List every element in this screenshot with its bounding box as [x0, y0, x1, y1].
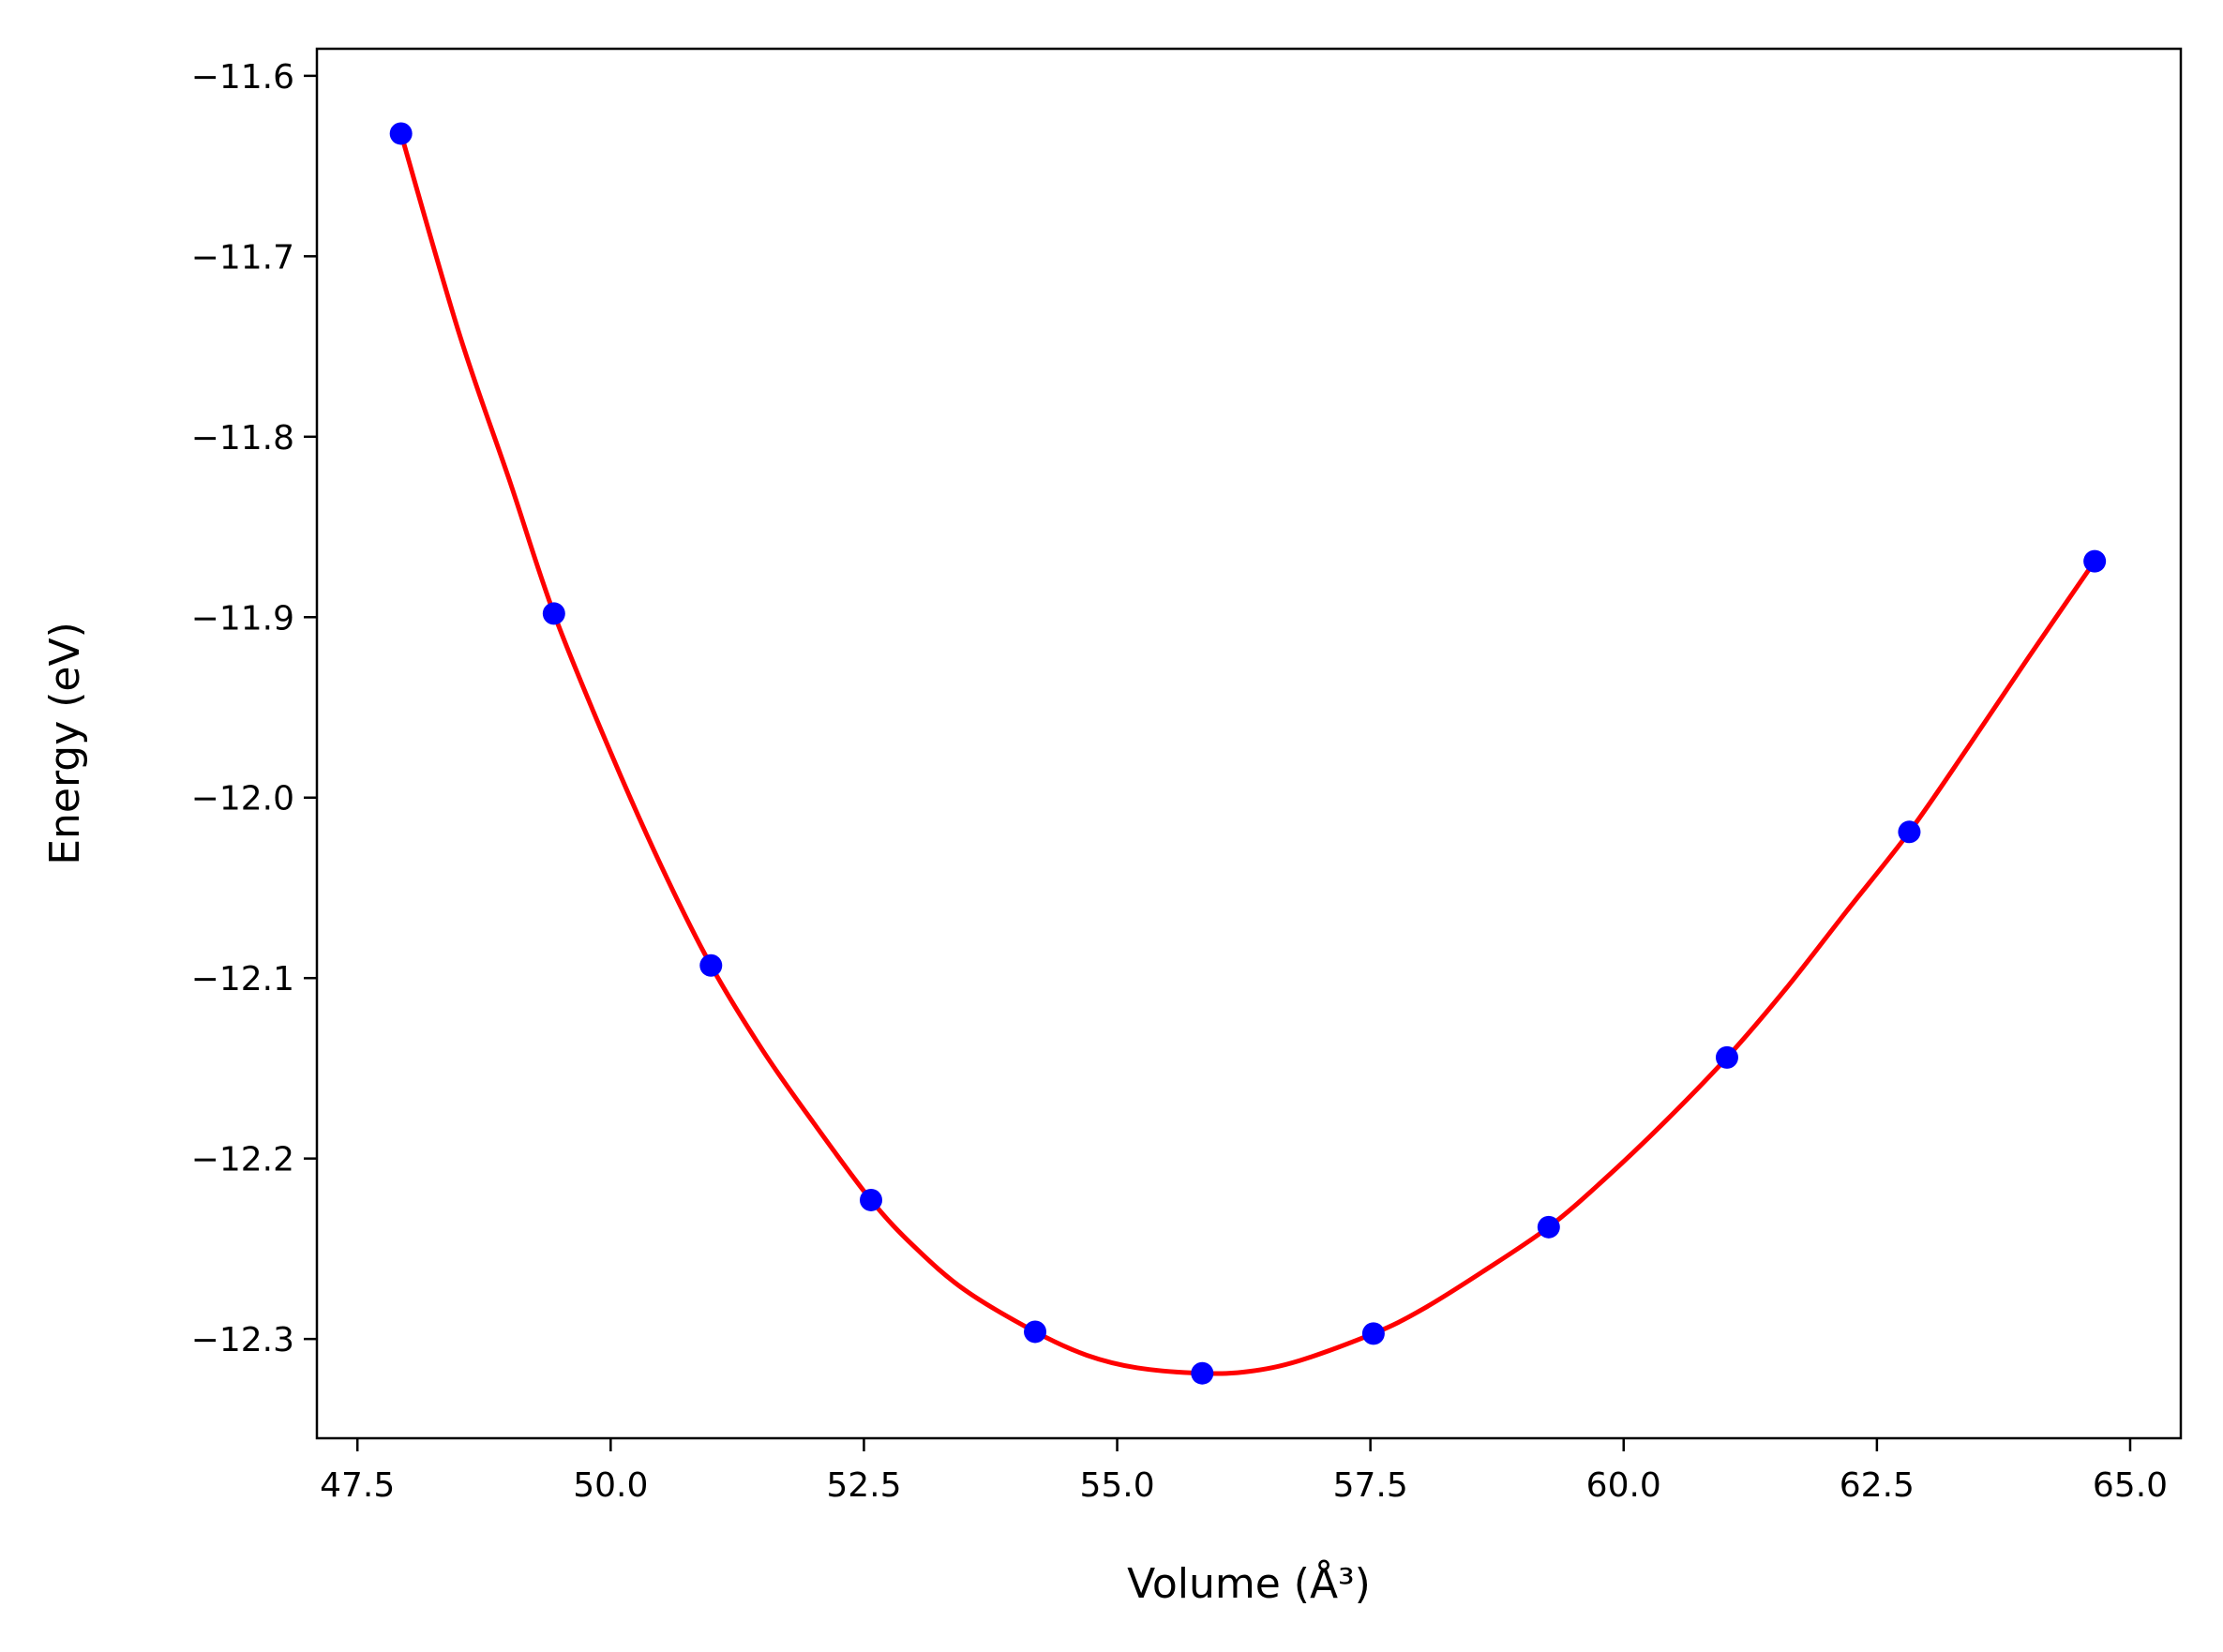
data-point	[1361, 1322, 1385, 1345]
y-tick-label: −12.0	[191, 780, 294, 818]
x-tick-label: 65.0	[2093, 1466, 2168, 1505]
x-tick-label: 47.5	[320, 1466, 395, 1505]
x-axis-title: Volume (Å³)	[1127, 1558, 1371, 1608]
data-point	[1191, 1361, 1214, 1385]
x-tick-label: 55.0	[1079, 1466, 1154, 1505]
data-point	[542, 602, 565, 625]
y-axis: −11.6 −11.7 −11.8 −11.9 −12.0 −12.1 −12.2 −12.3	[191, 58, 317, 1359]
axes-frame	[315, 47, 2183, 1440]
data-point	[1715, 1045, 1738, 1069]
x-axis: 47.5 50.0 52.5 55.0 57.5 60.0 62.5 65.0	[320, 1438, 2168, 1505]
y-tick-label: −12.1	[191, 960, 294, 999]
x-tick-label: 57.5	[1333, 1466, 1408, 1505]
y-tick-label: −12.3	[191, 1321, 294, 1359]
y-tick-label: −11.7	[191, 238, 294, 277]
data-point	[1537, 1215, 1560, 1239]
fit-curve-line	[398, 132, 2097, 1376]
data-point	[389, 122, 413, 145]
x-tick-label: 62.5	[1840, 1466, 1915, 1505]
y-tick-label: −11.8	[191, 419, 294, 458]
x-tick-label: 60.0	[1586, 1466, 1661, 1505]
x-tick-label: 52.5	[826, 1466, 901, 1505]
x-tick-label: 50.0	[573, 1466, 648, 1505]
data-point	[1898, 820, 1921, 844]
y-tick-label: −11.9	[191, 599, 294, 638]
data-point	[2083, 549, 2107, 573]
data-point	[1024, 1320, 1047, 1344]
y-tick-label: −11.6	[191, 58, 294, 97]
data-point	[859, 1188, 882, 1211]
data-point	[699, 954, 723, 977]
y-tick-label: −12.2	[191, 1141, 294, 1179]
y-axis-title: Energy (eV)	[41, 622, 89, 865]
plot-area	[389, 122, 2107, 1385]
